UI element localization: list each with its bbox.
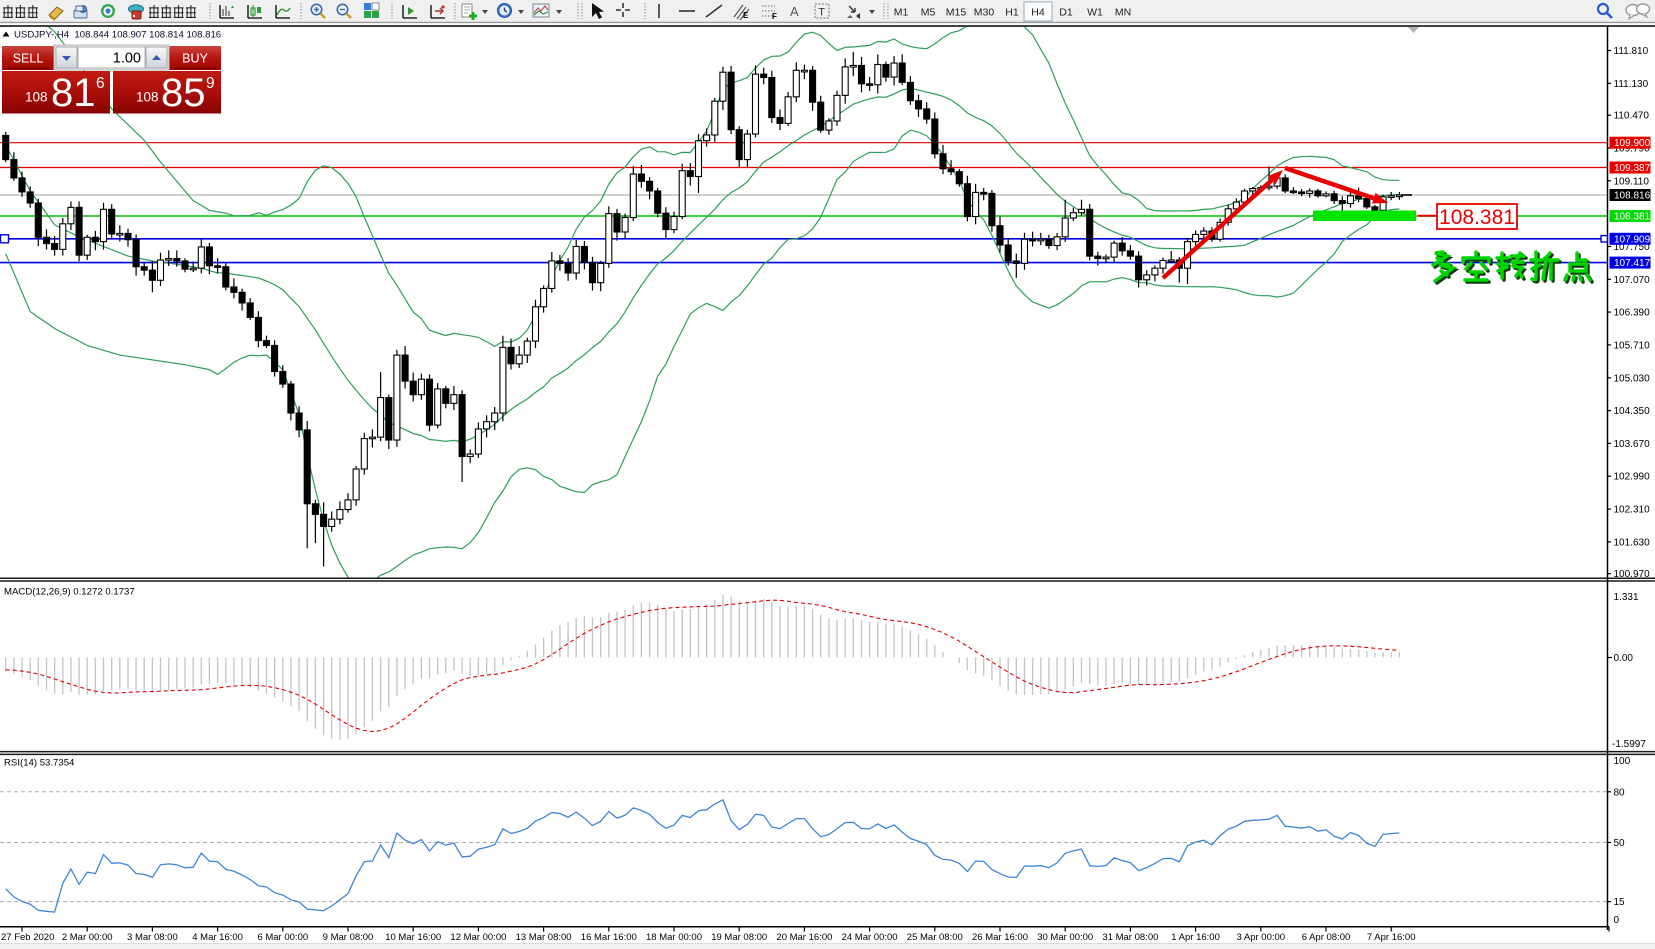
svg-text:85: 85 xyxy=(161,71,206,115)
svg-text:USDJPY-,H4 108.844 108.907 10: USDJPY-,H4 108.844 108.907 108.814 108.8… xyxy=(14,30,221,41)
svg-text:1.00: 1.00 xyxy=(113,51,141,67)
svg-text:110.470: 110.470 xyxy=(1614,111,1650,122)
svg-text:108.381: 108.381 xyxy=(1614,212,1651,223)
svg-text:M5: M5 xyxy=(921,7,936,19)
svg-text:100.970: 100.970 xyxy=(1614,569,1651,580)
svg-text:1 Apr 16:00: 1 Apr 16:00 xyxy=(1171,932,1220,943)
svg-text:F: F xyxy=(772,12,777,21)
svg-text:1.331: 1.331 xyxy=(1614,592,1639,603)
svg-text:31 Mar 08:00: 31 Mar 08:00 xyxy=(1102,932,1158,943)
svg-text:H1: H1 xyxy=(1005,7,1019,19)
svg-text:7 Apr 16:00: 7 Apr 16:00 xyxy=(1367,932,1416,943)
svg-text:13 Mar 08:00: 13 Mar 08:00 xyxy=(516,932,572,943)
svg-text:SELL: SELL xyxy=(13,52,44,66)
svg-text:18 Mar 00:00: 18 Mar 00:00 xyxy=(646,932,702,943)
svg-text:MACD(12,26,9) 0.1272 0.1737: MACD(12,26,9) 0.1272 0.1737 xyxy=(4,587,135,598)
svg-text:19 Mar 08:00: 19 Mar 08:00 xyxy=(711,932,767,943)
svg-text:26 Mar 16:00: 26 Mar 16:00 xyxy=(972,932,1028,943)
svg-text:109.900: 109.900 xyxy=(1614,138,1651,149)
svg-text:6 Mar 00:00: 6 Mar 00:00 xyxy=(257,932,308,943)
svg-text:16 Mar 16:00: 16 Mar 16:00 xyxy=(581,932,637,943)
svg-text:9 Mar 08:00: 9 Mar 08:00 xyxy=(323,932,374,943)
svg-text:BUY: BUY xyxy=(182,52,208,66)
svg-text:20 Mar 16:00: 20 Mar 16:00 xyxy=(776,932,832,943)
svg-text:9: 9 xyxy=(206,75,215,92)
svg-text:108: 108 xyxy=(25,90,48,105)
svg-text:107.417: 107.417 xyxy=(1614,258,1651,269)
svg-text:2 Mar 00:00: 2 Mar 00:00 xyxy=(62,932,113,943)
svg-text:81: 81 xyxy=(51,71,96,115)
svg-text:4 Mar 16:00: 4 Mar 16:00 xyxy=(192,932,243,943)
svg-text:0.00: 0.00 xyxy=(1614,653,1634,664)
svg-text:108.816: 108.816 xyxy=(1614,191,1651,202)
svg-text:6: 6 xyxy=(96,75,105,92)
svg-text:M1: M1 xyxy=(894,7,909,19)
svg-text:24 Mar 00:00: 24 Mar 00:00 xyxy=(842,932,898,943)
svg-text:3 Mar 08:00: 3 Mar 08:00 xyxy=(127,932,178,943)
svg-text:30 Mar 00:00: 30 Mar 00:00 xyxy=(1037,932,1093,943)
svg-text:25 Mar 08:00: 25 Mar 08:00 xyxy=(907,932,963,943)
svg-text:102.990: 102.990 xyxy=(1614,472,1651,483)
svg-text:111.810: 111.810 xyxy=(1614,46,1649,57)
svg-text:102.310: 102.310 xyxy=(1614,505,1651,516)
svg-text:109.387: 109.387 xyxy=(1614,163,1651,174)
svg-text:15: 15 xyxy=(1614,897,1626,908)
svg-text:M30: M30 xyxy=(974,7,995,19)
svg-text:109.790: 109.790 xyxy=(1614,144,1651,155)
svg-text:W1: W1 xyxy=(1087,7,1103,19)
svg-text:80: 80 xyxy=(1614,787,1626,798)
svg-text:12 Mar 00:00: 12 Mar 00:00 xyxy=(450,932,506,943)
svg-text:T: T xyxy=(818,7,825,19)
svg-text:103.670: 103.670 xyxy=(1614,439,1651,450)
svg-text:A: A xyxy=(790,4,799,19)
svg-text:M15: M15 xyxy=(946,7,967,19)
svg-text:D1: D1 xyxy=(1059,7,1073,19)
svg-text:0: 0 xyxy=(1614,915,1620,926)
svg-text:100: 100 xyxy=(1614,756,1631,767)
svg-text:111.130: 111.130 xyxy=(1614,79,1649,90)
svg-text:3 Apr 00:00: 3 Apr 00:00 xyxy=(1236,932,1285,943)
svg-text:6 Apr 08:00: 6 Apr 08:00 xyxy=(1302,932,1351,943)
svg-text:105.710: 105.710 xyxy=(1614,340,1651,351)
svg-text:H4: H4 xyxy=(1031,7,1045,19)
svg-text:106.390: 106.390 xyxy=(1614,308,1651,319)
svg-text:105.030: 105.030 xyxy=(1614,373,1651,384)
svg-text:108: 108 xyxy=(136,90,159,105)
svg-text:RSI(14) 53.7354: RSI(14) 53.7354 xyxy=(4,758,75,769)
svg-text:27 Feb 2020: 27 Feb 2020 xyxy=(1,932,54,943)
svg-text:101.630: 101.630 xyxy=(1614,537,1651,548)
svg-text:107.909: 107.909 xyxy=(1614,234,1651,245)
svg-text:-1.5997: -1.5997 xyxy=(1612,739,1646,750)
svg-text:104.350: 104.350 xyxy=(1614,406,1651,417)
svg-text:107.070: 107.070 xyxy=(1614,275,1651,286)
svg-text:108.381: 108.381 xyxy=(1439,206,1515,229)
svg-text:E: E xyxy=(743,11,749,20)
svg-text:109.110: 109.110 xyxy=(1614,176,1650,187)
svg-text:107.750: 107.750 xyxy=(1614,242,1651,253)
svg-text:MN: MN xyxy=(1115,7,1131,19)
svg-text:10 Mar 16:00: 10 Mar 16:00 xyxy=(385,932,441,943)
svg-text:50: 50 xyxy=(1614,838,1626,849)
